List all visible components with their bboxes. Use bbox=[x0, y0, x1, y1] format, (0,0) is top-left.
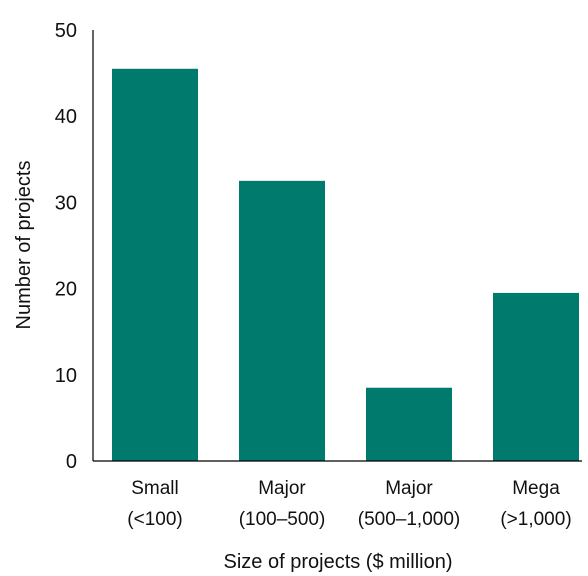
x-category-name: Major bbox=[258, 478, 306, 499]
bar-3 bbox=[366, 387, 452, 461]
y-tick-label: 40 bbox=[55, 106, 77, 128]
x-category-range: (500–1,000) bbox=[358, 509, 460, 530]
bar-2 bbox=[239, 180, 325, 461]
x-category-range: (100–500) bbox=[239, 509, 326, 530]
bar-1 bbox=[112, 68, 198, 461]
x-category-labels: Small (<100) Major (100–500) Major (500–1,000… bbox=[127, 478, 571, 530]
y-tick-labels: 0 10 20 30 40 50 bbox=[55, 20, 77, 473]
y-tick-label: 20 bbox=[55, 279, 77, 301]
x-category-range: (<100) bbox=[127, 509, 182, 530]
x-category-name: Major bbox=[385, 478, 433, 499]
x-category-range: (>1,000) bbox=[500, 509, 571, 530]
bars-group bbox=[112, 68, 579, 461]
x-category-label: Major (100–500) bbox=[239, 478, 326, 530]
x-category-name: Small bbox=[131, 478, 179, 499]
y-tick-label: 0 bbox=[66, 451, 77, 473]
y-tick-label: 50 bbox=[55, 20, 77, 42]
x-category-label: Mega (>1,000) bbox=[500, 478, 571, 530]
x-category-name: Mega bbox=[512, 478, 560, 499]
y-tick-label: 30 bbox=[55, 192, 77, 214]
y-tick-label: 10 bbox=[55, 365, 77, 387]
x-axis-title: Size of projects ($ million) bbox=[224, 551, 453, 573]
x-category-label: Major (500–1,000) bbox=[358, 478, 460, 530]
bar-4 bbox=[493, 292, 579, 461]
x-category-label: Small (<100) bbox=[127, 478, 182, 530]
y-axis-title: Number of projects bbox=[13, 161, 35, 330]
